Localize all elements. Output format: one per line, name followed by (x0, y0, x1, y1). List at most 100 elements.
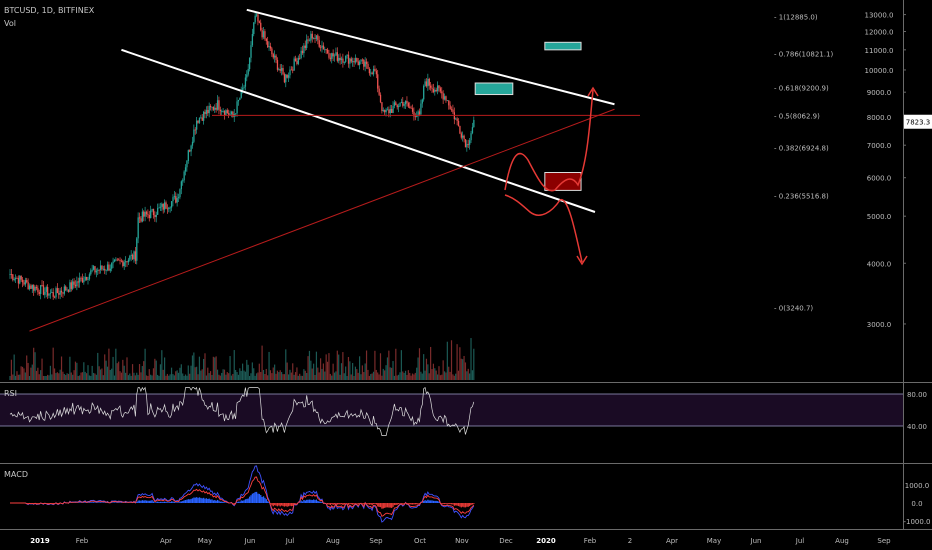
macd-histogram-bar (308, 499, 311, 503)
candle-body (42, 285, 45, 295)
volume-bar (115, 348, 117, 380)
price-axis[interactable]: 13000.0 12000.0 11000.0 10000.0 9000.0 8000.0… (865, 12, 932, 329)
volume-bar (248, 375, 251, 380)
volume-bar (164, 357, 166, 380)
volume-bar (423, 354, 425, 380)
fib-level-label[interactable]: - 0.382(6924.8) (774, 144, 829, 152)
volume-bar (314, 374, 316, 380)
volume-bar (10, 359, 12, 380)
macd-histogram-bar (435, 500, 437, 503)
ascending-trendline[interactable] (29, 108, 615, 332)
macd-histogram-bar (384, 503, 386, 508)
volume-bar (88, 375, 90, 380)
candle-body (37, 288, 39, 293)
time-axis[interactable]: 2019 Feb Apr May Jun Jul Aug Sep Oct Nov Dec 2020 Fe… (30, 537, 891, 545)
macd-histogram-bar (140, 500, 142, 503)
candle-body (306, 39, 308, 48)
candle-body (343, 61, 345, 63)
macd-histogram-bar (427, 499, 429, 503)
candle-body (219, 109, 222, 112)
fib-level-label[interactable]: - 0.5(8062.9) (774, 112, 820, 120)
volume-bar (272, 367, 274, 380)
macd-histogram-bar (170, 501, 173, 503)
macd-histogram-bar (314, 500, 316, 503)
candle-body (209, 105, 212, 108)
candle-body (221, 111, 223, 112)
time-axis-label: Jun (244, 537, 256, 545)
fibonacci-levels[interactable]: - 1(12885.0) - 0.786(10821.1) - 0.618(9200… (774, 13, 833, 312)
candle-body (155, 214, 157, 218)
rsi-label[interactable]: RSI (4, 389, 17, 398)
volume-bar (83, 362, 85, 380)
target-box-up[interactable] (544, 41, 582, 51)
macd-histogram-bar (365, 503, 368, 504)
volume-bar (123, 365, 125, 380)
macd-histogram-bar (349, 503, 351, 504)
candle-body (92, 266, 95, 270)
macd-histogram-bar (356, 503, 358, 504)
volume-bar (466, 371, 468, 380)
volume-bar (40, 370, 42, 380)
candle-body (198, 117, 201, 123)
candle-body (223, 110, 226, 116)
candle-body (377, 74, 379, 89)
fib-level-label[interactable]: - 0.236(5516.8) (774, 192, 829, 200)
fib-level-label[interactable]: - 0.618(9200.9) (774, 85, 829, 93)
macd-label[interactable]: MACD (4, 470, 28, 479)
candle-body (367, 63, 369, 69)
macd-histogram-bar (399, 503, 401, 504)
macd-histogram-bar (303, 499, 305, 503)
candle-body (112, 261, 114, 264)
candle-body (35, 286, 38, 289)
volume-bar (276, 370, 279, 380)
volume-bar (198, 356, 201, 380)
candle-body (202, 111, 205, 121)
price-tick-label: 13000.0 (865, 12, 894, 20)
candle-body (56, 288, 59, 294)
volume-bar (409, 372, 411, 380)
candle-body (98, 269, 100, 271)
volume-bar (126, 357, 128, 380)
candle-body (44, 291, 46, 295)
fib-level-label[interactable]: - 0(3240.7) (774, 305, 813, 313)
macd-histogram-bar (244, 499, 247, 503)
projection-up-path[interactable] (504, 89, 594, 192)
volume-label[interactable]: Vol (4, 19, 16, 28)
volume-bar (235, 369, 237, 380)
candle-body (420, 103, 422, 115)
volume-bar (187, 365, 189, 380)
candle-body (365, 61, 368, 64)
fib-level-label[interactable]: - 1(12885.0) (774, 13, 818, 21)
fib-level-label[interactable]: - 0.786(10821.1) (774, 50, 833, 58)
volume-bar (425, 358, 428, 380)
candle-body (466, 143, 468, 148)
candle-body (386, 109, 389, 111)
candle-body (452, 109, 454, 113)
volume-bar (299, 373, 301, 380)
candle-body (434, 89, 436, 93)
macd-histogram-bar (306, 499, 308, 503)
channel-lower-line[interactable] (121, 48, 596, 213)
volume-bar (65, 375, 67, 380)
candle-body (207, 109, 209, 114)
macd-histogram-bar (218, 500, 220, 503)
drawing-annotations[interactable] (29, 8, 640, 332)
volume-bar (430, 346, 432, 380)
volume-bar (382, 368, 384, 380)
volume-bar (232, 373, 234, 380)
macd-histogram-bar (352, 503, 354, 505)
projection-down-path[interactable] (504, 194, 583, 263)
candle-body (73, 281, 75, 285)
candle-body (147, 214, 149, 216)
candle-body (392, 105, 394, 113)
candle-body (16, 277, 18, 279)
time-axis-label: Feb (584, 537, 597, 545)
target-box-up[interactable] (474, 82, 514, 96)
rsi-tick-label: 80.00 (907, 391, 927, 399)
channel-upper-line[interactable] (246, 8, 615, 106)
symbol-title[interactable]: BTCUSD, 1D, BITFINEX (4, 6, 95, 15)
macd-histogram-bar (453, 503, 456, 506)
macd-histogram-bar (336, 503, 339, 505)
macd-histogram-bar (182, 501, 184, 503)
volume-bar (328, 353, 330, 380)
